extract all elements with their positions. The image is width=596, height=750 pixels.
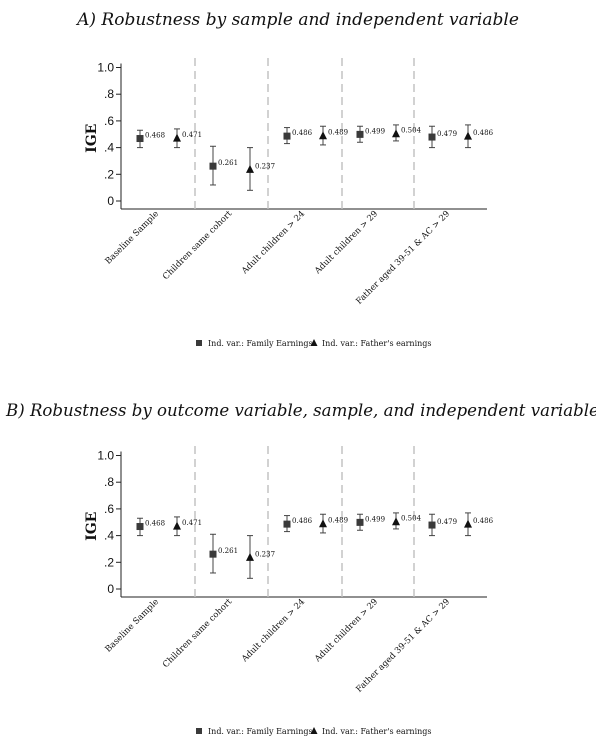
data-label: 0.479 (437, 130, 457, 138)
data-label: 0.486 (292, 517, 313, 525)
point-triangle (246, 164, 254, 173)
data-label: 0.499 (365, 127, 385, 135)
data-label: 0.486 (473, 129, 494, 137)
x-category-label: Adult children > 24 (239, 597, 307, 665)
x-category-label: Children same cohort (161, 209, 234, 282)
data-label: 0.486 (473, 517, 494, 525)
point-square (428, 521, 436, 529)
x-category-label: Adult children > 24 (239, 209, 307, 277)
x-category-label: Adult children > 29 (312, 597, 380, 665)
data-label: 0.468 (145, 132, 165, 140)
y-tick-label: 1.0 (97, 61, 114, 75)
point-triangle (319, 519, 327, 528)
legend-label: Ind. var.: Father's earnings (322, 727, 432, 736)
legend-square-marker (196, 340, 202, 346)
point-triangle (464, 131, 472, 140)
point-triangle (464, 519, 472, 528)
legend-label: Ind. var.: Family Earnings (208, 339, 313, 348)
y-axis-label: IGE (84, 124, 100, 153)
x-category-label: Baseline Sample (103, 597, 161, 655)
point-square (428, 133, 436, 141)
chart-b-title: B) Robustness by outcome variable, sampl… (6, 401, 596, 420)
y-tick-label: .6 (104, 114, 114, 128)
y-tick-label: .8 (104, 475, 114, 489)
point-square (136, 135, 144, 143)
chart-a: 0 .2 .4 .6 .8 1.0 IGE Baseline Sample Children s… (84, 58, 494, 348)
data-label: 0.489 (328, 517, 348, 525)
data-label: 0.237 (255, 550, 275, 558)
chart-a-title: A) Robustness by sample and independent … (77, 10, 519, 30)
point-triangle (173, 521, 181, 530)
point-triangle (392, 517, 400, 526)
point-square (209, 550, 217, 558)
y-tick-label: 0 (107, 582, 114, 596)
y-tick-label: .4 (104, 141, 114, 155)
y-tick-label: .2 (104, 555, 114, 569)
data-label: 0.237 (255, 162, 275, 170)
y-tick-label: 0 (107, 194, 114, 208)
data-label: 0.261 (218, 547, 238, 555)
data-label: 0.479 (437, 518, 457, 526)
data-label: 0.504 (401, 127, 422, 135)
data-label: 0.504 (401, 515, 422, 523)
y-tick-label: .2 (104, 167, 114, 181)
y-tick-label: 1.0 (97, 449, 114, 463)
legend-square-marker (196, 728, 202, 734)
legend-triangle-marker (310, 339, 318, 346)
point-triangle (319, 131, 327, 140)
data-label: 0.486 (292, 129, 313, 137)
legend-label: Ind. var.: Family Earnings (208, 727, 313, 736)
y-tick-label: .6 (104, 502, 114, 516)
point-square (356, 130, 364, 138)
data-label: 0.468 (145, 520, 165, 528)
x-category-label: Children same cohort (161, 597, 234, 670)
point-triangle (173, 133, 181, 142)
data-label: 0.499 (365, 515, 385, 523)
x-category-label: Baseline Sample (103, 209, 161, 267)
point-square (209, 162, 217, 170)
point-square (283, 132, 291, 140)
x-category-label: Adult children > 29 (312, 209, 380, 277)
data-label: 0.489 (328, 129, 348, 137)
point-square (356, 518, 364, 526)
chart-b: 0 .2 .4 .6 .8 1.0 IGE Baseline Sample Children s… (84, 446, 494, 736)
y-tick-label: .4 (104, 529, 114, 543)
point-triangle (392, 129, 400, 138)
y-axis-label: IGE (84, 512, 100, 541)
point-square (283, 520, 291, 528)
data-label: 0.471 (182, 519, 202, 527)
data-label: 0.471 (182, 131, 202, 139)
data-label: 0.261 (218, 159, 238, 167)
y-tick-label: .8 (104, 87, 114, 101)
point-square (136, 523, 144, 531)
point-triangle (246, 552, 254, 561)
legend-triangle-marker (310, 727, 318, 734)
legend-label: Ind. var.: Father's earnings (322, 339, 432, 348)
